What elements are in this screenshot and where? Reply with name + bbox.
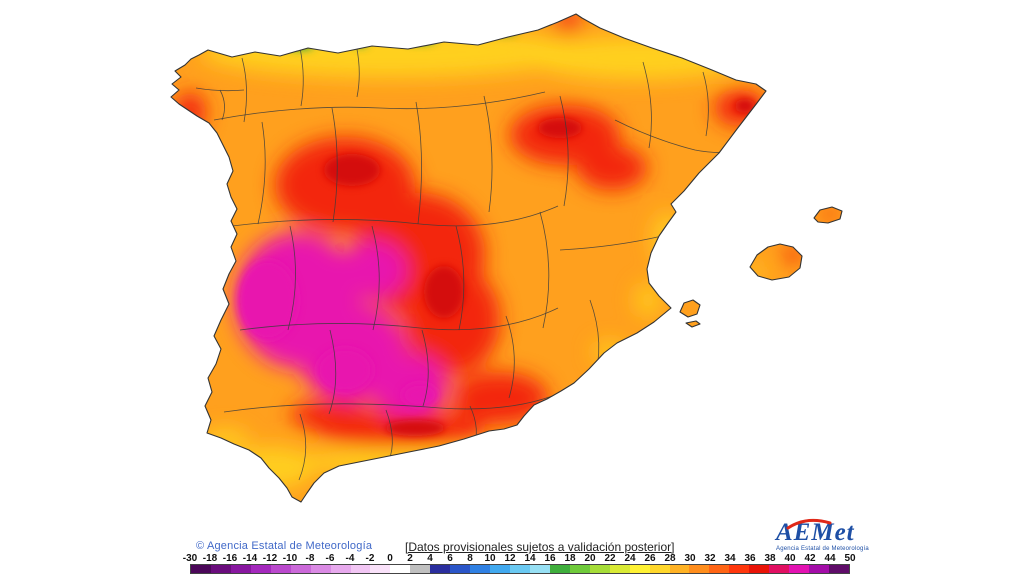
legend-value: -2 [365, 553, 375, 564]
legend-cell [330, 565, 351, 573]
legend-cell [250, 565, 271, 573]
legend-cell [390, 565, 411, 573]
legend-cell [350, 565, 371, 573]
logo-subtitle: Agencia Estatal de Meteorología [776, 546, 869, 552]
legend-value: 38 [764, 553, 776, 564]
formentera-outline [685, 320, 701, 328]
legend-cell [430, 565, 451, 573]
legend-value: 44 [824, 553, 836, 564]
legend-value: -16 [222, 553, 238, 564]
legend-cell [729, 565, 750, 573]
legend-value: 50 [844, 553, 856, 564]
legend-value: -14 [242, 553, 258, 564]
legend-value: 20 [584, 553, 596, 564]
legend-value: 18 [564, 553, 576, 564]
legend-value: 26 [644, 553, 656, 564]
legend-value: 14 [524, 553, 536, 564]
legend-bar [190, 564, 850, 574]
legend-cell [609, 565, 630, 573]
provisional-note: [Datos provisionales sujetos a validació… [405, 540, 675, 554]
logo-text: AEMet [776, 519, 855, 546]
legend-cell [589, 565, 610, 573]
legend-value: 28 [664, 553, 676, 564]
legend-value: -18 [202, 553, 218, 564]
legend-cell [669, 565, 690, 573]
legend-value: 30 [684, 553, 696, 564]
legend-cell [290, 565, 311, 573]
legend-cell [549, 565, 570, 573]
legend-value: 36 [744, 553, 756, 564]
copyright-text: © Agencia Estatal de Meteorología [196, 540, 373, 552]
legend-value: 40 [784, 553, 796, 564]
logo-swoosh-icon [786, 518, 832, 530]
legend-cell [510, 565, 530, 573]
legend-value: 34 [724, 553, 736, 564]
legend-cell [829, 565, 849, 573]
legend-cell [809, 565, 829, 573]
aemet-logo: AEMet Agencia Estatal de Meteorología [776, 518, 886, 552]
legend-cell [410, 565, 431, 573]
legend-cell [230, 565, 251, 573]
legend-value: 22 [604, 553, 616, 564]
legend-cell [529, 565, 550, 573]
legend-value: 10 [484, 553, 496, 564]
legend-value: 12 [504, 553, 516, 564]
mallorca-outline [749, 243, 803, 281]
ibiza-outline [679, 299, 701, 318]
legend-cell [749, 565, 770, 573]
legend-value: 16 [544, 553, 556, 564]
legend-cell [649, 565, 670, 573]
legend-value: 8 [467, 553, 473, 564]
legend-cell [569, 565, 590, 573]
legend-value: 32 [704, 553, 716, 564]
legend-cell [450, 565, 471, 573]
temperature-legend: -30 -18 -16 -14 -12 -10 -8 -6 -4 -2 0 2 4 6 8 10 12 14 16 1… [180, 553, 860, 574]
legend-value: 0 [387, 553, 393, 564]
legend-cell [629, 565, 650, 573]
legend-value: -30 [182, 553, 198, 564]
legend-cell [689, 565, 710, 573]
legend-cell [789, 565, 810, 573]
legend-value: 42 [804, 553, 816, 564]
legend-cell [709, 565, 730, 573]
legend-value: -4 [345, 553, 355, 564]
legend-cell [470, 565, 491, 573]
legend-value: -12 [262, 553, 278, 564]
legend-labels: -30 -18 -16 -14 -12 -10 -8 -6 -4 -2 0 2 4 6 8 10 12 14 16 1… [180, 553, 860, 564]
legend-value: 24 [624, 553, 636, 564]
legend-value: 4 [427, 553, 433, 564]
legend-cell [769, 565, 790, 573]
legend-cell [310, 565, 331, 573]
legend-value: 2 [407, 553, 413, 564]
legend-value: -10 [282, 553, 298, 564]
province-borders [195, 43, 753, 481]
legend-value: -6 [325, 553, 335, 564]
legend-value: 6 [447, 553, 453, 564]
legend-cell [191, 565, 211, 573]
mainland-outline [170, 13, 767, 503]
coastline-outline [170, 13, 843, 503]
menorca-outline [813, 206, 843, 224]
legend-cell [210, 565, 231, 573]
legend-cell [490, 565, 510, 573]
legend-cell [370, 565, 391, 573]
legend-value: -8 [305, 553, 315, 564]
legend-cell [270, 565, 291, 573]
